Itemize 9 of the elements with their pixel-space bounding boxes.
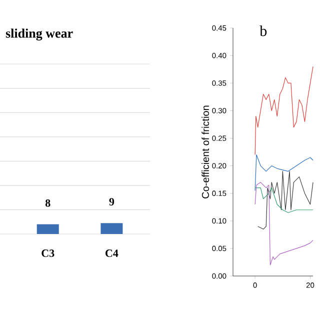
chart-title: b: [260, 26, 267, 36]
x-tick-label: C4: [106, 250, 118, 257]
chart-title: sliding wear: [6, 28, 73, 40]
line-series: [258, 170, 314, 230]
x-tick-label: C3: [42, 250, 54, 257]
y-axis-title: Co-efficient of friction: [202, 106, 210, 198]
data-label: 9: [109, 198, 114, 206]
data-label: 8: [45, 199, 50, 207]
line-series: [254, 154, 314, 191]
